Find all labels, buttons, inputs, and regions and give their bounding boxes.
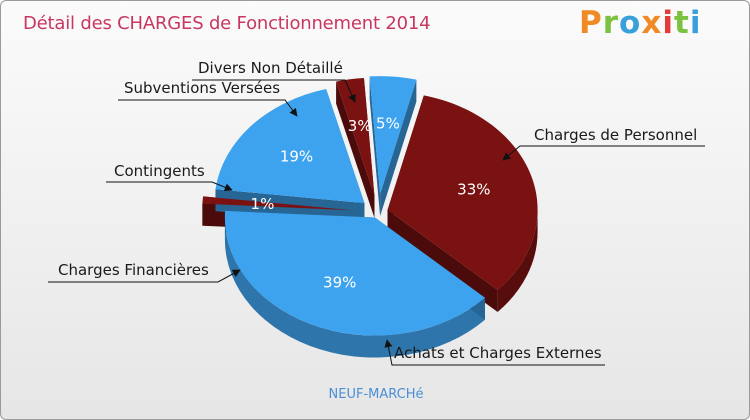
slice-label-charges-financieres: Charges Financières	[58, 261, 209, 279]
pct-label-divers-non-detaille: 5%	[376, 115, 400, 133]
pie-slice-contingents[interactable]	[215, 89, 365, 204]
pct-label-subventions-versees: 3%	[348, 117, 372, 135]
pie-side-achats-et-charges-externes	[224, 217, 485, 358]
pie-slice-charges-financieres[interactable]	[202, 196, 353, 211]
pie-slice-charges-de-personnel[interactable]	[387, 95, 538, 291]
leader-line-achats-et-charges-externes	[384, 339, 605, 366]
slice-label-achats-et-charges-externes: Achats et Charges Externes	[394, 344, 602, 362]
commune-name: NEUF-MARCHé	[328, 387, 424, 402]
pct-label-charges-financieres: 1%	[251, 195, 275, 213]
slice-label-subventions-versees: Subventions Versées	[124, 79, 280, 97]
leader-line-divers-non-detaille	[192, 79, 356, 103]
slice-label-contingents: Contingents	[114, 162, 205, 180]
pct-label-contingents: 19%	[280, 148, 313, 166]
pie-cut-subventions-versees-0	[336, 81, 375, 218]
slice-label-charges-de-personnel: Charges de Personnel	[534, 126, 697, 144]
pie-slice-subventions-versees[interactable]	[336, 78, 375, 196]
leader-line-contingents	[106, 181, 233, 192]
proxiti-logo: Proxiti	[579, 5, 702, 41]
pie-side-charges-de-personnel	[497, 209, 538, 313]
leader-line-charges-de-personnel	[502, 145, 705, 161]
leader-line-subventions-versees	[118, 99, 298, 117]
pie-cut-divers-non-detaille-0	[369, 76, 381, 217]
pct-label-achats-et-charges-externes: 39%	[323, 274, 356, 292]
pie-cut-divers-non-detaille-1	[380, 79, 417, 217]
leader-line-charges-financieres	[48, 269, 241, 283]
pie-slice-achats-et-charges-externes[interactable]	[224, 210, 485, 336]
chart-title: Détail des CHARGES de Fonctionnement 201…	[23, 13, 431, 34]
pie-cut-charges-de-personnel-1	[387, 209, 498, 313]
slice-label-divers-non-detaille: Divers Non Détaillé	[198, 59, 343, 77]
pie-slice-divers-non-detaille[interactable]	[369, 76, 417, 195]
pct-label-charges-de-personnel: 33%	[457, 181, 490, 199]
